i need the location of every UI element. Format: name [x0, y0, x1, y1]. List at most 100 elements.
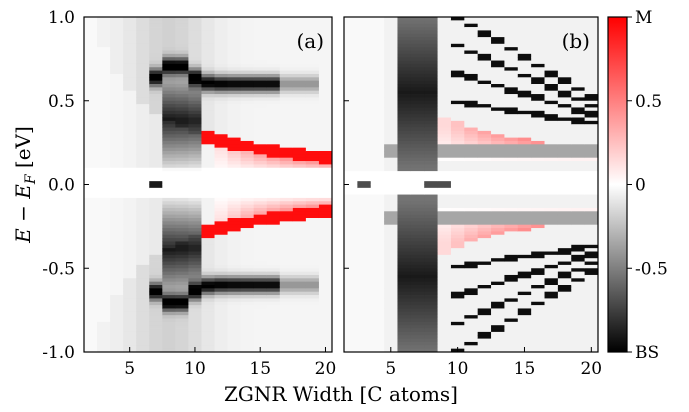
- heatmap-cell: [240, 341, 255, 346]
- heatmap-cell: [370, 161, 385, 165]
- heatmap-cell: [424, 301, 438, 306]
- y-tick-label: 0.5: [48, 92, 75, 112]
- heatmap-cell: [477, 325, 492, 329]
- heatmap-cell: [149, 248, 163, 252]
- heatmap-cell: [544, 331, 559, 336]
- heatmap-cell: [279, 271, 294, 276]
- heatmap-cell: [424, 127, 438, 132]
- heatmap-cell: [214, 341, 228, 346]
- heatmap-cell: [292, 328, 307, 333]
- heatmap-cell: [305, 157, 320, 162]
- heatmap-cell: [253, 228, 268, 232]
- heatmap-cell: [136, 114, 150, 118]
- heatmap-cell: [201, 20, 215, 25]
- heatmap-cell: [292, 234, 307, 239]
- heatmap-cell: [84, 197, 98, 202]
- heatmap-cell: [491, 97, 505, 102]
- heatmap-cell: [531, 124, 545, 128]
- heatmap-cell: [266, 37, 281, 41]
- heatmap-cell: [450, 100, 465, 105]
- heatmap-cell: [557, 187, 572, 192]
- heatmap-cell: [344, 107, 358, 112]
- heatmap-cell: [214, 251, 228, 256]
- heatmap-cell: [279, 224, 294, 229]
- heatmap-cell: [201, 254, 215, 259]
- heatmap-cell: [292, 40, 307, 45]
- heatmap-cell: [450, 228, 465, 232]
- heatmap-cell: [110, 33, 124, 38]
- heatmap-cell: [344, 167, 358, 172]
- heatmap-cell: [123, 244, 137, 249]
- heatmap-cell: [84, 167, 98, 172]
- heatmap-cell: [584, 110, 599, 115]
- heatmap-cell: [227, 345, 242, 350]
- heatmap-cell: [318, 43, 333, 48]
- heatmap-cell: [450, 201, 465, 205]
- heatmap-cell: [437, 264, 452, 269]
- heatmap-cell: [84, 305, 98, 309]
- heatmap-cell: [201, 177, 215, 182]
- heatmap-cell: [292, 124, 307, 128]
- heatmap-cell: [437, 43, 452, 48]
- heatmap-cell: [344, 23, 358, 28]
- heatmap-cell: [292, 161, 307, 165]
- heatmap-cell: [424, 331, 438, 336]
- heatmap-cell: [266, 268, 281, 272]
- heatmap-cell: [504, 171, 519, 175]
- heatmap-cell: [201, 87, 215, 92]
- heatmap-cell: [279, 201, 294, 205]
- heatmap-cell: [97, 204, 111, 209]
- heatmap-cell: [450, 278, 465, 283]
- heatmap-cell: [464, 335, 479, 339]
- heatmap-cell: [253, 224, 268, 229]
- heatmap-cell: [424, 94, 438, 98]
- heatmap-cell: [437, 345, 452, 350]
- heatmap-cell: [384, 73, 398, 78]
- heatmap-cell: [123, 224, 137, 229]
- heatmap-cell: [344, 315, 358, 319]
- heatmap-cell: [410, 348, 425, 353]
- heatmap-cell: [464, 17, 479, 21]
- heatmap-cell: [201, 53, 215, 58]
- heatmap-cell: [149, 47, 163, 51]
- heatmap-cell: [240, 174, 255, 179]
- heatmap-cell: [253, 274, 268, 279]
- heatmap-cell: [571, 117, 586, 122]
- heatmap-cell: [437, 110, 452, 115]
- heatmap-cell: [84, 278, 98, 283]
- heatmap-cell: [97, 17, 111, 21]
- heatmap-cell: [410, 218, 425, 222]
- heatmap-cell: [491, 120, 505, 125]
- heatmap-cell: [397, 40, 412, 45]
- heatmap-cell: [279, 151, 294, 155]
- heatmap-cell: [477, 177, 492, 182]
- heatmap-cell: [110, 181, 124, 185]
- heatmap-cell: [84, 53, 98, 58]
- heatmap-cell: [175, 97, 189, 102]
- heatmap-cell: [227, 157, 242, 162]
- heatmap-cell: [253, 311, 268, 316]
- heatmap-cell: [149, 87, 163, 92]
- heatmap-cell: [344, 241, 358, 246]
- heatmap-cell: [305, 110, 320, 115]
- heatmap-cell: [279, 328, 294, 333]
- heatmap-cell: [477, 204, 492, 209]
- heatmap-cell: [437, 161, 452, 165]
- heatmap-cell: [305, 315, 320, 319]
- heatmap-cell: [110, 194, 124, 199]
- heatmap-cell: [464, 308, 479, 313]
- heatmap-cell: [84, 127, 98, 132]
- heatmap-cell: [84, 114, 98, 118]
- heatmap-cell: [279, 164, 294, 169]
- heatmap-cell: [240, 157, 255, 162]
- heatmap-cell: [266, 211, 281, 216]
- heatmap-cell: [97, 285, 111, 289]
- heatmap-cell: [305, 57, 320, 61]
- heatmap-cell: [397, 305, 412, 309]
- heatmap-cell: [123, 301, 137, 306]
- heatmap-cell: [544, 171, 559, 175]
- heatmap-cell: [557, 87, 572, 92]
- heatmap-cell: [97, 244, 111, 249]
- heatmap-cell: [136, 338, 150, 343]
- heatmap-cell: [253, 37, 268, 41]
